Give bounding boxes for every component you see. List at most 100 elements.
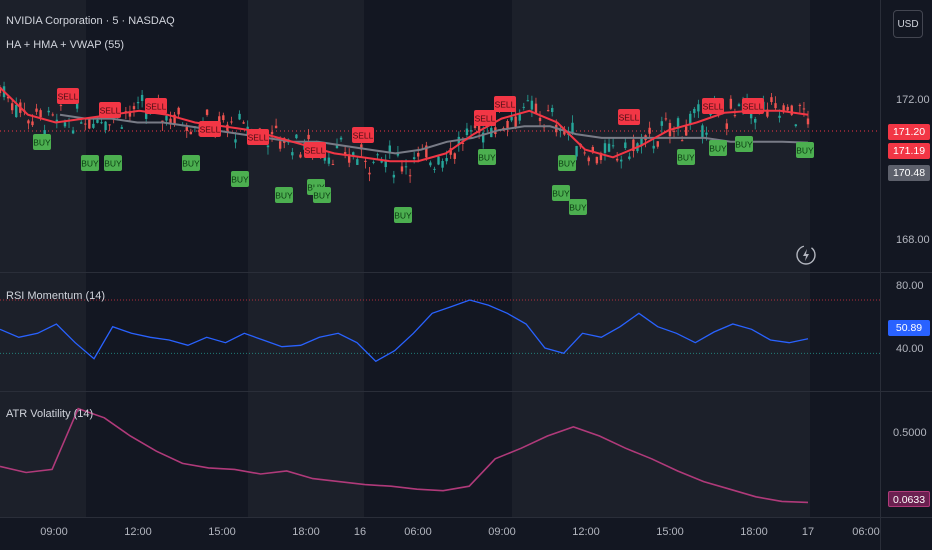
candle-body xyxy=(307,134,310,140)
candle-body xyxy=(733,115,737,117)
atr-pane-title[interactable]: ATR Volatility (14) xyxy=(6,408,94,420)
replay-lightning-icon[interactable] xyxy=(795,244,817,266)
candle-body xyxy=(51,114,54,116)
indicator-legend[interactable]: HA + HMA + VWAP (55) xyxy=(6,39,124,51)
candle-body xyxy=(205,109,209,115)
candle-body xyxy=(185,127,188,131)
candle-body xyxy=(461,142,465,144)
price-scale[interactable] xyxy=(880,0,932,550)
candle-body xyxy=(177,107,180,115)
candle-body xyxy=(778,115,781,118)
sell-signal-badge: SELL xyxy=(199,121,221,137)
candle-body xyxy=(632,139,635,152)
candle-body xyxy=(372,161,375,163)
candle-body xyxy=(656,141,659,147)
buy-signal-badge: BUY xyxy=(313,187,331,203)
svg-text:BUY: BUY xyxy=(313,191,331,201)
candle-body xyxy=(104,121,107,131)
candle-body xyxy=(591,147,595,152)
candle-body xyxy=(607,143,611,152)
rsi-line xyxy=(0,299,809,363)
sell-signal-badge: SELL xyxy=(352,127,374,143)
candle-body xyxy=(628,156,631,159)
candle-body xyxy=(238,113,241,120)
buy-signal-badge: BUY xyxy=(104,155,122,171)
candle-body xyxy=(660,121,664,126)
symbol-title[interactable]: NVIDIA Corporation · 5 · NASDAQ xyxy=(6,15,175,27)
candle-body xyxy=(624,142,627,149)
candle-body xyxy=(140,94,144,101)
candle-body xyxy=(551,108,554,113)
candle-body xyxy=(510,116,513,121)
candle-body xyxy=(477,121,481,133)
candle-body xyxy=(396,152,400,156)
svg-text:SELL: SELL xyxy=(743,102,764,112)
candle-body xyxy=(404,166,408,168)
sell-signal-badge: SELL xyxy=(474,110,496,126)
candle-body xyxy=(412,157,416,160)
candle-body xyxy=(693,108,696,114)
svg-text:BUY: BUY xyxy=(81,159,99,169)
price-tick: 168.00 xyxy=(896,234,930,246)
candle-body xyxy=(514,116,517,129)
buy-signal-badge: BUY xyxy=(33,134,51,150)
candle-body xyxy=(55,119,59,122)
candle-body xyxy=(611,145,615,147)
candle-body xyxy=(806,118,810,125)
candle-body xyxy=(6,96,10,99)
svg-text:SELL: SELL xyxy=(305,146,326,156)
candle-body xyxy=(526,100,530,102)
svg-text:BUY: BUY xyxy=(182,159,200,169)
rsi-pane-title[interactable]: RSI Momentum (14) xyxy=(6,290,106,302)
candle-body xyxy=(534,103,538,114)
currency-button[interactable]: USD xyxy=(893,10,923,38)
svg-text:BUY: BUY xyxy=(104,159,122,169)
rsi-tick: 80.00 xyxy=(896,280,924,292)
candle-body xyxy=(640,137,643,147)
candle-body xyxy=(364,160,367,162)
chart-canvas[interactable]: BUY BUY BUY BUY BUY BUY BUY BUY BUY BUY BUY BUY BUY B… xyxy=(0,0,880,518)
time-tick: 12:00 xyxy=(572,526,600,538)
svg-text:SELL: SELL xyxy=(58,92,79,102)
candle-body xyxy=(506,120,509,129)
candle-body xyxy=(339,137,343,140)
candle-body xyxy=(376,154,379,156)
candle-body xyxy=(331,164,335,166)
sell-signal-badge: SELL xyxy=(494,96,516,112)
time-tick: 15:00 xyxy=(656,526,684,538)
time-tick: 17 xyxy=(801,526,815,538)
candle-body xyxy=(352,152,355,157)
candle-body xyxy=(291,152,294,156)
candle-body xyxy=(754,118,757,123)
candle-body xyxy=(684,126,688,136)
svg-text:SELL: SELL xyxy=(200,125,221,135)
candle-body xyxy=(230,121,233,123)
rsi-tick: 40.00 xyxy=(896,343,924,355)
time-tick: 09:00 xyxy=(488,526,516,538)
rsi-value-tag: 50.89 xyxy=(888,320,930,336)
candle-body xyxy=(0,86,2,94)
buy-signal-badge: BUY xyxy=(569,199,587,215)
candle-body xyxy=(128,112,132,117)
pane-divider[interactable] xyxy=(0,272,932,273)
candle-body xyxy=(465,128,469,136)
vwap-price-tag: 170.48 xyxy=(888,165,930,181)
candle-body xyxy=(701,125,704,138)
candle-body xyxy=(445,158,448,162)
candle-body xyxy=(774,103,777,109)
svg-text:SELL: SELL xyxy=(475,114,496,124)
candle-body xyxy=(689,113,692,125)
candle-body xyxy=(15,104,18,118)
candle-body xyxy=(80,122,83,124)
session-background xyxy=(248,0,364,518)
buy-signal-badge: BUY xyxy=(677,149,695,165)
candle-body xyxy=(120,127,124,129)
candle-body xyxy=(380,160,383,163)
candle-body xyxy=(136,102,140,104)
sell-signal-badge: SELL xyxy=(702,98,724,114)
candle-body xyxy=(295,134,298,139)
candle-body xyxy=(92,123,95,128)
buy-signal-badge: BUY xyxy=(182,155,200,171)
pane-divider[interactable] xyxy=(0,391,932,392)
sell-signal-badge: SELL xyxy=(304,142,326,158)
